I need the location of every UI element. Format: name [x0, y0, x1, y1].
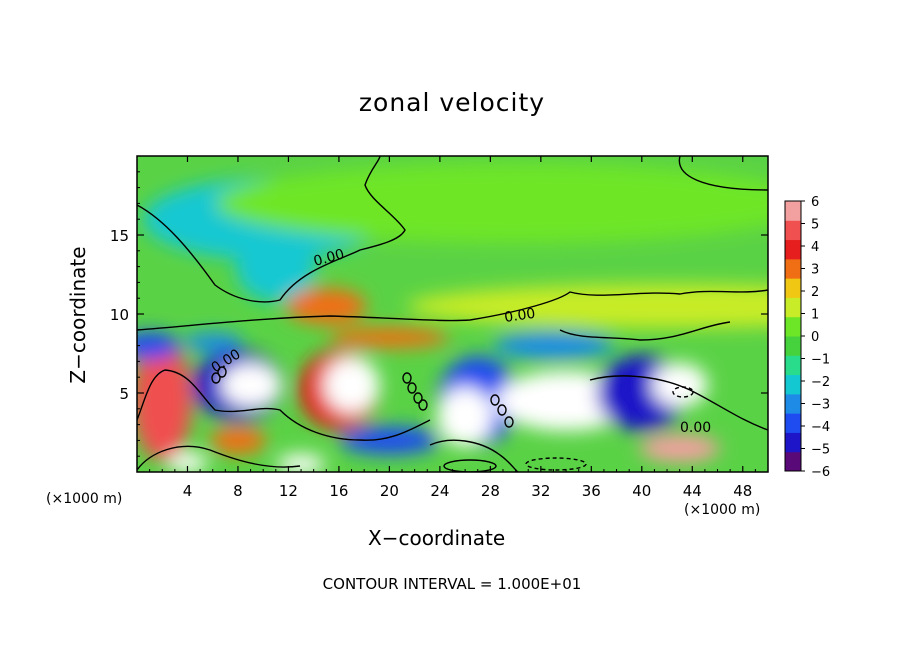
y-tick-label: 15	[110, 227, 129, 245]
positive-contour	[443, 459, 497, 472]
x-tick-label: 24	[430, 482, 449, 500]
colorbar-swatch	[785, 336, 801, 356]
field-features	[137, 163, 768, 472]
x-tick-label: 48	[733, 482, 752, 500]
zero-contour	[137, 289, 768, 331]
colorbar-label: −4	[811, 420, 830, 435]
field-feature	[182, 332, 243, 353]
y-tick-label: 10	[110, 306, 129, 324]
zero-contours	[137, 156, 768, 472]
closed-contour	[217, 366, 227, 378]
colorbar-swatch	[785, 374, 801, 395]
field-feature	[137, 340, 193, 461]
field-feature	[286, 288, 367, 325]
velocity-field	[137, 156, 768, 472]
zero-contour	[429, 439, 519, 472]
x-axis-label: X−coordinate	[368, 526, 506, 550]
chart-title: zonal velocity	[358, 88, 546, 117]
field-feature	[407, 284, 768, 329]
y-tick-label: 5	[119, 385, 129, 403]
x-tick-label: 32	[531, 482, 550, 500]
field-feature	[329, 327, 450, 348]
x-tick-label: 12	[279, 482, 298, 500]
x-tick-label: 4	[183, 482, 193, 500]
field-feature	[323, 357, 380, 414]
field-feature	[493, 331, 614, 360]
zero-contour	[137, 445, 301, 471]
closed-contour	[418, 399, 428, 411]
x-tick-label: 36	[582, 482, 601, 500]
contour-label: 0.00	[312, 246, 346, 270]
colorbar-label: 1	[811, 308, 819, 323]
closed-contour	[497, 404, 507, 416]
field-feature	[437, 386, 494, 447]
y-axis-label: Z−coordinate	[66, 246, 90, 384]
colorbar-swatch	[785, 355, 801, 376]
x-tick-label: 16	[329, 482, 348, 500]
colorbar-swatch	[785, 220, 801, 241]
contour-label: 0.00	[680, 420, 711, 436]
closed-contour	[407, 382, 417, 394]
colorbar-swatch	[785, 432, 801, 453]
zero-contour	[678, 156, 768, 191]
colorbar-label: −2	[811, 375, 830, 390]
x-tick-label: 28	[481, 482, 500, 500]
colorbar-label: 3	[811, 263, 819, 278]
closed-contour	[211, 372, 221, 384]
zero-contour	[137, 369, 431, 441]
colorbar: 6 5 4 3 2 1 0 −1 −2 −3 −4 −5 −6	[784, 195, 830, 480]
zero-contour	[589, 375, 768, 431]
colorbar-swatch	[785, 239, 801, 260]
colorbar-label: 2	[811, 285, 819, 300]
contour-label: 0.00	[503, 306, 536, 326]
field-feature	[209, 426, 266, 455]
negative-contour	[525, 457, 587, 471]
zero-contour	[559, 321, 731, 341]
colorbar-label: 4	[811, 240, 819, 255]
colorbar-swatch	[785, 413, 801, 433]
colorbar-swatch	[785, 393, 801, 414]
colorbar-label: −1	[811, 353, 830, 368]
negative-contour	[672, 386, 694, 398]
field-feature	[339, 426, 440, 455]
colorbar-label: −3	[811, 398, 830, 413]
x-tick-label: 44	[683, 482, 702, 500]
colorbar-label: −6	[811, 465, 830, 480]
closed-contour	[413, 392, 423, 404]
colorbar-swatch	[785, 201, 801, 221]
colorbar-label: 5	[811, 218, 819, 233]
field-feature	[137, 331, 180, 360]
x-tick-label: 8	[233, 482, 243, 500]
colorbar-label: 6	[811, 195, 819, 210]
colorbar-label: 0	[811, 330, 819, 345]
colorbar-swatch	[785, 316, 801, 337]
closed-contour	[402, 372, 412, 384]
z-unit-label: (×1000 m)	[46, 491, 123, 507]
contour-interval-note: CONTOUR INTERVAL = 1.000E+01	[322, 575, 582, 593]
closed-contour	[490, 394, 500, 406]
field-feature	[215, 163, 768, 244]
colorbar-label: −5	[811, 443, 830, 458]
field-feature	[235, 231, 316, 302]
x-tick-label: 20	[380, 482, 399, 500]
colorbar-swatch	[785, 451, 801, 472]
colorbar-swatch	[785, 278, 801, 298]
field-feature	[220, 363, 281, 408]
field-feature	[167, 452, 208, 472]
x-unit-label: (×1000 m)	[684, 502, 761, 518]
zero-contour	[137, 156, 406, 303]
closed-contour	[504, 416, 514, 428]
colorbar-swatch	[785, 258, 801, 279]
field-feature	[639, 434, 720, 463]
colorbar-swatch	[785, 297, 801, 318]
x-tick-label: 40	[632, 482, 651, 500]
